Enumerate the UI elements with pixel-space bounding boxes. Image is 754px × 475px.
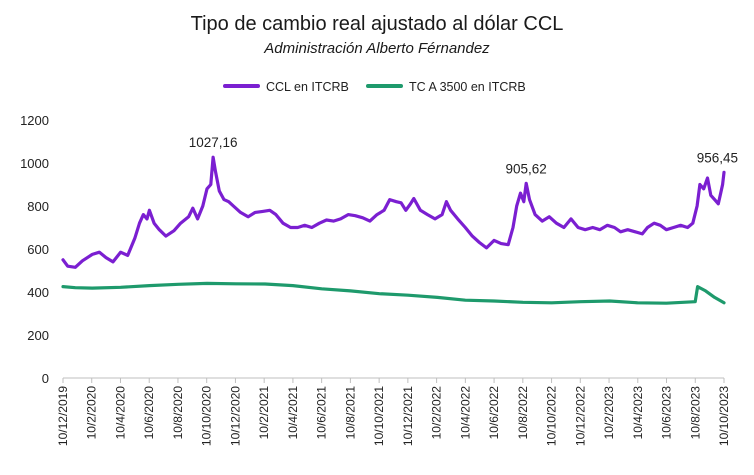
x-tick-label: 10/10/2023 (717, 386, 731, 446)
data-label: 956,45 (697, 150, 738, 165)
data-label: 1027,16 (189, 135, 238, 150)
x-tick-label: 10/8/2020 (171, 386, 185, 440)
x-tick-label: 10/2/2020 (85, 386, 99, 440)
x-tick-label: 10/10/2021 (372, 386, 386, 446)
annotations: 1027,16 905,62 956,45 (189, 135, 738, 176)
x-tick-label: 10/12/2019 (56, 386, 70, 446)
x-tick-label: 10/2/2023 (602, 386, 616, 440)
y-tick-label: 1000 (20, 156, 49, 171)
chart-title: Tipo de cambio real ajustado al dólar CC… (191, 13, 564, 35)
legend-label-tc-a3500: TC A 3500 en ITCRB (409, 80, 526, 94)
x-tick-label: 10/8/2022 (516, 386, 530, 440)
x-tick-label: 10/4/2023 (631, 386, 645, 440)
x-tick-label: 10/2/2022 (430, 386, 444, 440)
legend: CCL en ITCRB TC A 3500 en ITCRB (223, 80, 526, 94)
chart-subtitle: Administración Alberto Férnandez (263, 40, 490, 57)
x-tick-label: 10/6/2023 (660, 386, 674, 440)
x-tick-label: 10/4/2021 (286, 386, 300, 440)
series-layer (61, 155, 726, 305)
x-tick-label: 10/4/2020 (113, 386, 127, 440)
y-tick-label: 600 (27, 242, 49, 257)
x-tick-label: 10/10/2022 (545, 386, 559, 446)
x-tick-label: 10/6/2022 (487, 386, 501, 440)
x-tick-label: 10/6/2020 (142, 386, 156, 440)
y-tick-label: 0 (42, 371, 49, 386)
y-axis: 0 200 400 600 800 1000 1200 (20, 113, 49, 386)
data-label: 905,62 (506, 161, 547, 176)
x-tick-label: 10/6/2021 (315, 386, 329, 440)
x-tick-label: 10/10/2020 (200, 386, 214, 446)
series-line-tc-a3500 (61, 281, 726, 305)
x-axis: 10/12/2019 10/2/2020 10/4/2020 10/6/2020 10/… (56, 377, 731, 446)
x-tick-label: 10/12/2022 (573, 386, 587, 446)
x-tick-label: 10/12/2021 (401, 386, 415, 446)
legend-label-ccl: CCL en ITCRB (266, 80, 349, 94)
series-line-ccl (61, 155, 726, 269)
x-tick-label: 10/8/2023 (688, 386, 702, 440)
x-tick-label: 10/2/2021 (257, 386, 271, 440)
y-tick-label: 200 (27, 328, 49, 343)
x-tick-label: 10/4/2022 (458, 386, 472, 440)
x-tick-label: 10/8/2021 (343, 386, 357, 440)
y-tick-label: 800 (27, 199, 49, 214)
y-tick-label: 1200 (20, 113, 49, 128)
y-tick-label: 400 (27, 285, 49, 300)
x-tick-label: 10/12/2020 (228, 386, 242, 446)
